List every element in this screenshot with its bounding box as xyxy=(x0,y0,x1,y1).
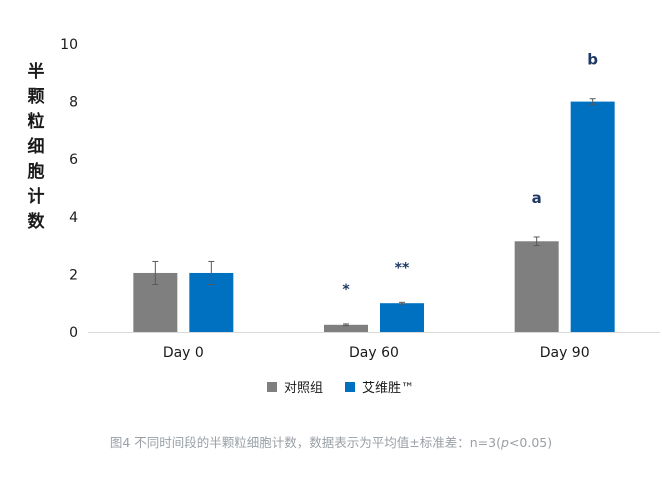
caption-suffix: <0.05) xyxy=(508,435,553,450)
y-tick-label: 8 xyxy=(69,95,78,111)
y-tick-label: 0 xyxy=(69,325,78,341)
x-tick-label: Day 0 xyxy=(163,345,204,361)
y-tick-label: 6 xyxy=(69,152,78,168)
bar-groups: ***ab xyxy=(133,51,615,332)
bar xyxy=(570,101,615,332)
legend-swatch xyxy=(267,382,277,392)
x-tick-label: Day 90 xyxy=(540,345,590,361)
significance-label: a xyxy=(532,189,542,207)
legend: 对照组 艾维胜™ xyxy=(267,381,414,396)
legend-label: 对照组 xyxy=(284,381,323,396)
caption-p-symbol: p xyxy=(501,435,509,450)
bar xyxy=(324,324,368,332)
y-axis-ticks: 0 2 4 6 8 10 xyxy=(60,37,78,341)
y-axis-title: 半颗粒细胞计数 xyxy=(27,62,45,232)
x-tick-label: Day 60 xyxy=(349,345,399,361)
legend-label: 艾维胜™ xyxy=(362,381,414,396)
y-tick-label: 2 xyxy=(69,267,78,283)
significance-label: * xyxy=(342,282,350,298)
y-tick-label: 4 xyxy=(69,210,78,226)
bar xyxy=(380,303,424,332)
significance-label: ** xyxy=(395,260,410,276)
significance-label: b xyxy=(587,51,598,69)
legend-swatch xyxy=(345,382,355,392)
y-tick-label: 10 xyxy=(60,37,78,53)
figure-caption: 图4 不同时间段的半颗粒细胞计数，数据表示为平均值±标准差：n=3(p<0.05… xyxy=(0,432,662,451)
bar xyxy=(514,241,559,332)
x-axis-labels: Day 0 Day 60 Day 90 xyxy=(163,345,590,361)
caption-prefix: 图4 不同时间段的半颗粒细胞计数，数据表示为平均值±标准差：n=3( xyxy=(109,435,501,450)
